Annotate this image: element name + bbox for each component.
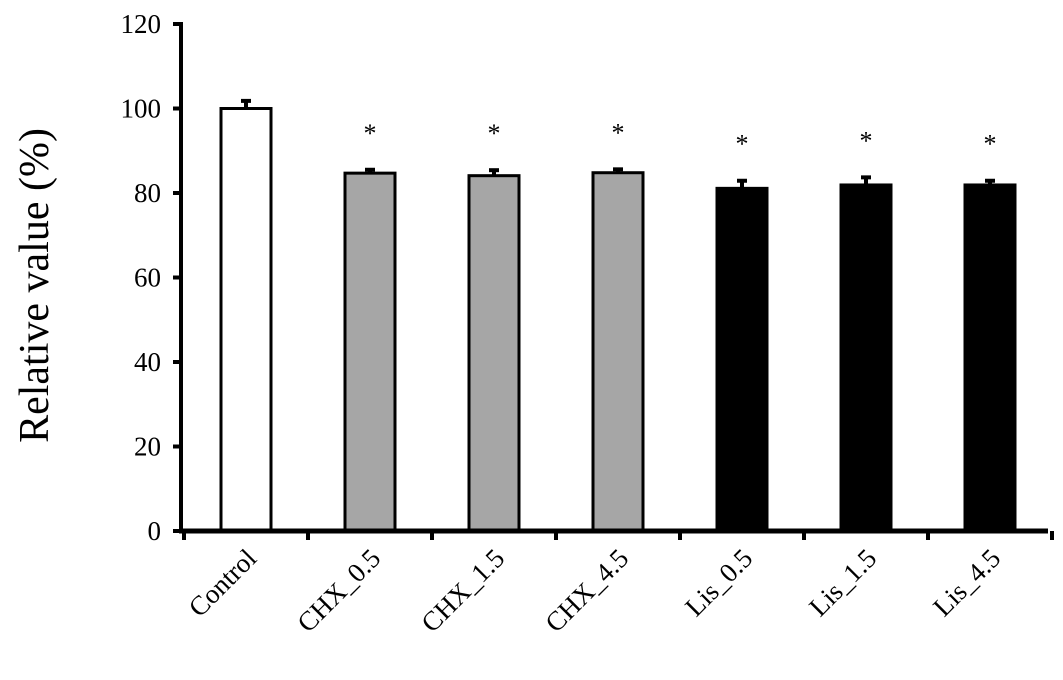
x-tick-label: CHX_0.5 bbox=[291, 543, 386, 638]
x-tick-label: Lis_0.5 bbox=[679, 543, 758, 622]
bar bbox=[591, 171, 645, 533]
x-tick-label: Control bbox=[183, 543, 263, 623]
y-tick-label: 100 bbox=[121, 94, 162, 124]
y-tick-label: 0 bbox=[148, 516, 162, 546]
significance-marker: * bbox=[488, 119, 501, 148]
significance-marker: * bbox=[612, 118, 625, 147]
bar bbox=[715, 186, 769, 533]
y-tick-label: 60 bbox=[134, 263, 161, 293]
y-tick-label: 20 bbox=[134, 432, 161, 462]
bar bbox=[219, 107, 273, 533]
significance-marker: * bbox=[984, 130, 997, 159]
bar bbox=[467, 174, 521, 533]
y-tick-label: 40 bbox=[134, 347, 161, 377]
x-tick-label: Lis_1.5 bbox=[803, 543, 882, 622]
x-tick-label: CHX_1.5 bbox=[415, 543, 510, 638]
y-tick-label: 80 bbox=[134, 178, 161, 208]
y-axis-label: Relative value (%) bbox=[12, 128, 58, 443]
bar bbox=[839, 183, 893, 533]
bar bbox=[963, 183, 1017, 533]
x-tick-label: CHX_4.5 bbox=[539, 543, 634, 638]
significance-marker: * bbox=[364, 119, 377, 148]
y-tick-label: 120 bbox=[121, 9, 162, 39]
significance-marker: * bbox=[736, 130, 749, 159]
x-tick-label: Lis_4.5 bbox=[927, 543, 1006, 622]
significance-marker: * bbox=[860, 126, 873, 155]
bar bbox=[343, 171, 397, 533]
